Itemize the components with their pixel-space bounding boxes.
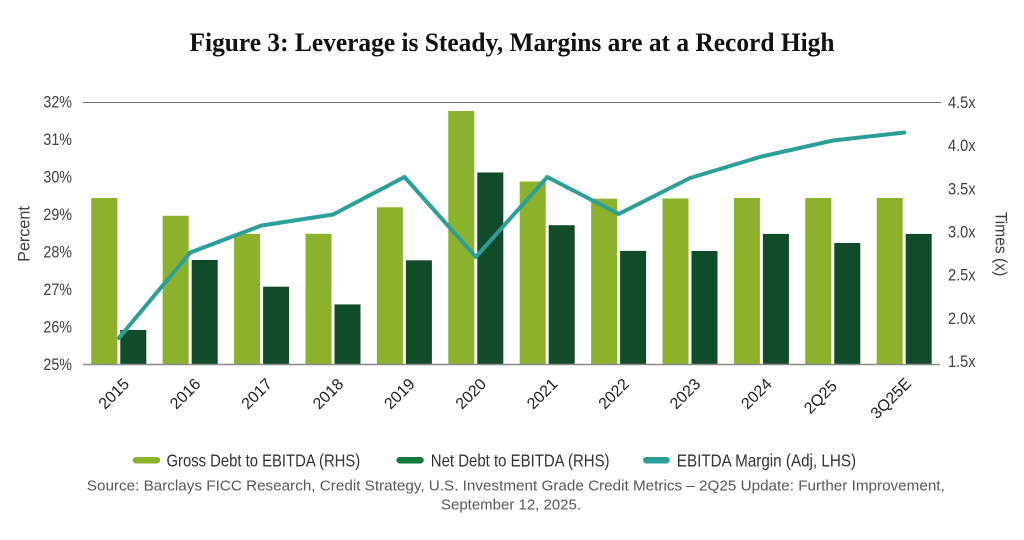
svg-text:29%: 29%: [43, 206, 72, 224]
svg-text:Source: Barclays FICC Research: Source: Barclays FICC Research, Credit S…: [87, 478, 945, 495]
svg-text:26%: 26%: [43, 318, 72, 336]
svg-text:30%: 30%: [43, 168, 72, 186]
svg-text:Net Debt to EBITDA (RHS): Net Debt to EBITDA (RHS): [431, 451, 610, 470]
svg-text:3.0x: 3.0x: [948, 224, 976, 242]
svg-text:September 12, 2025.: September 12, 2025.: [441, 497, 581, 514]
svg-text:EBITDA Margin (Adj, LHS): EBITDA Margin (Adj, LHS): [677, 452, 856, 471]
svg-text:2.5x: 2.5x: [948, 267, 976, 285]
svg-text:28%: 28%: [43, 243, 72, 261]
svg-text:3.5x: 3.5x: [948, 180, 976, 198]
svg-text:25%: 25%: [43, 356, 72, 374]
svg-text:32%: 32%: [43, 93, 72, 111]
svg-text:Gross Debt to EBITDA (RHS): Gross Debt to EBITDA (RHS): [167, 451, 361, 470]
svg-text:4.0x: 4.0x: [948, 137, 976, 155]
svg-text:Figure 3: Leverage is Steady,: Figure 3: Leverage is Steady, Margins ar…: [190, 28, 836, 57]
svg-text:1.5x: 1.5x: [948, 353, 976, 371]
svg-text:4.5x: 4.5x: [948, 94, 976, 112]
svg-text:2.0x: 2.0x: [948, 310, 976, 328]
svg-text:27%: 27%: [43, 281, 72, 299]
svg-text:Times (x): Times (x): [991, 212, 1010, 277]
svg-text:31%: 31%: [43, 131, 72, 149]
svg-text:Percent: Percent: [14, 206, 33, 262]
